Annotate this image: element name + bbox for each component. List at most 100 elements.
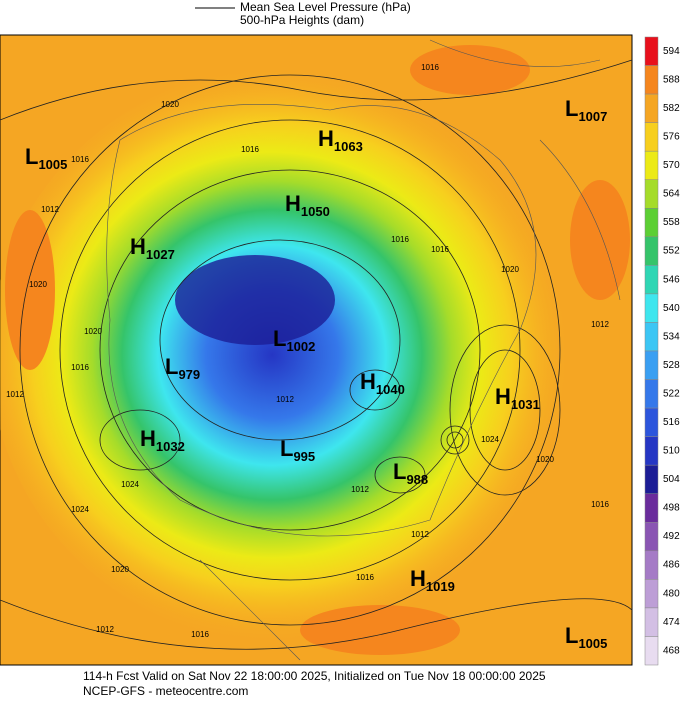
center-value: 1005 <box>578 636 607 651</box>
isobar-label: 1016 <box>391 235 409 244</box>
colorbar-cell <box>644 607 659 637</box>
center-value: 1027 <box>146 247 175 262</box>
map <box>0 34 633 666</box>
colorbar-cell <box>644 379 659 409</box>
colorbar: 594 588 582 576 570 564 558 552 546 540 534 528 522 5… <box>644 36 680 666</box>
pressure-center: H1050 <box>285 191 330 220</box>
center-letter: L <box>165 354 178 379</box>
colorbar-cell <box>644 636 659 666</box>
isobar-label: 1016 <box>421 63 439 72</box>
isobar-label: 1012 <box>41 205 59 214</box>
center-value: 979 <box>178 367 200 382</box>
footer-text: NCEP-GFS - meteocentre.com <box>83 684 248 698</box>
center-value: 1040 <box>376 382 405 397</box>
colorbar-cell <box>644 464 659 494</box>
isobar-label: 1012 <box>411 530 429 539</box>
pressure-center: L979 <box>165 354 200 383</box>
isobar-label: 1020 <box>84 327 102 336</box>
colorbar-cell <box>644 93 659 123</box>
isobar-label: 1020 <box>111 565 129 574</box>
center-letter: L <box>393 459 406 484</box>
legend-text: Mean Sea Level Pressure (hPa) <box>240 0 411 14</box>
colorbar-label: 570 <box>663 160 680 171</box>
center-value: 995 <box>293 449 315 464</box>
center-letter: H <box>285 191 301 216</box>
colorbar-cell <box>644 322 659 352</box>
colorbar-label: 480 <box>663 588 680 599</box>
colorbar-label: 498 <box>663 503 680 514</box>
center-value: 1002 <box>286 339 315 354</box>
colorbar-label: 522 <box>663 388 680 399</box>
pressure-center: L988 <box>393 459 428 488</box>
colorbar-label: 486 <box>663 560 680 571</box>
colorbar-cell <box>644 65 659 95</box>
isobar-label: 1016 <box>71 155 89 164</box>
pressure-center: H1031 <box>495 384 540 413</box>
colorbar-label: 516 <box>663 417 680 428</box>
colorbar-label: 504 <box>663 474 680 485</box>
center-letter: L <box>273 326 286 351</box>
colorbar-label: 540 <box>663 303 680 314</box>
isobar-label: 1016 <box>191 630 209 639</box>
colorbar-label: 492 <box>663 531 680 542</box>
center-value: 1063 <box>334 139 363 154</box>
colorbar-cell <box>644 179 659 209</box>
isobar-label: 1012 <box>351 485 369 494</box>
colorbar-label: 588 <box>663 74 680 85</box>
center-value: 1031 <box>511 397 540 412</box>
center-value: 1050 <box>301 204 330 219</box>
center-letter: L <box>280 436 293 461</box>
pressure-center: H1027 <box>130 234 175 263</box>
colorbar-label: 534 <box>663 331 680 342</box>
pressure-center: H1040 <box>360 369 405 398</box>
isobar-label: 1020 <box>501 265 519 274</box>
center-letter: L <box>25 144 38 169</box>
colorbar-cell <box>644 407 659 437</box>
center-value: 1007 <box>578 109 607 124</box>
colorbar-cell <box>644 293 659 323</box>
colorbar-cell <box>644 208 659 238</box>
isobar-label: 1020 <box>536 455 554 464</box>
colorbar-label: 582 <box>663 103 680 114</box>
isobar-label: 1016 <box>591 500 609 509</box>
isobar-label: 1016 <box>241 145 259 154</box>
colorbar-label: 528 <box>663 360 680 371</box>
colorbar-cell <box>644 550 659 580</box>
isobar-label: 1012 <box>96 625 114 634</box>
colorbar-cell <box>644 522 659 552</box>
pressure-center: L1007 <box>565 96 607 125</box>
isobar-label: 1016 <box>356 573 374 582</box>
center-letter: L <box>565 96 578 121</box>
isobar-label: 1024 <box>71 505 89 514</box>
colorbar-label: 576 <box>663 132 680 143</box>
colorbar-cell <box>644 236 659 266</box>
colorbar-label: 552 <box>663 246 680 257</box>
center-letter: H <box>318 126 334 151</box>
footer-text: 114-h Fcst Valid on Sat Nov 22 18:00:00 … <box>83 669 546 683</box>
legend-text: 500-hPa Heights (dam) <box>240 13 364 27</box>
colorbar-label: 558 <box>663 217 680 228</box>
center-letter: H <box>360 369 376 394</box>
isobar-label: 1016 <box>431 245 449 254</box>
pressure-center: L995 <box>280 436 315 465</box>
pressure-center: H1063 <box>318 126 363 155</box>
isobar-label: 1016 <box>71 363 89 372</box>
colorbar-label: 474 <box>663 617 680 628</box>
colorbar-cell <box>644 436 659 466</box>
colorbar-label: 468 <box>663 645 680 656</box>
center-letter: H <box>495 384 511 409</box>
colorbar-cell <box>644 493 659 523</box>
colorbar-cell <box>644 265 659 295</box>
center-letter: H <box>130 234 146 259</box>
isobar-label: 1020 <box>29 280 47 289</box>
center-letter: H <box>410 566 426 591</box>
colorbar-label: 546 <box>663 274 680 285</box>
isobar-label: 1020 <box>161 100 179 109</box>
isobar-label: 1012 <box>6 390 24 399</box>
pressure-center: L1005 <box>25 144 67 173</box>
colorbar-cell <box>644 150 659 180</box>
pressure-center: H1019 <box>410 566 455 595</box>
colorbar-cell <box>644 122 659 152</box>
center-value: 988 <box>406 472 428 487</box>
